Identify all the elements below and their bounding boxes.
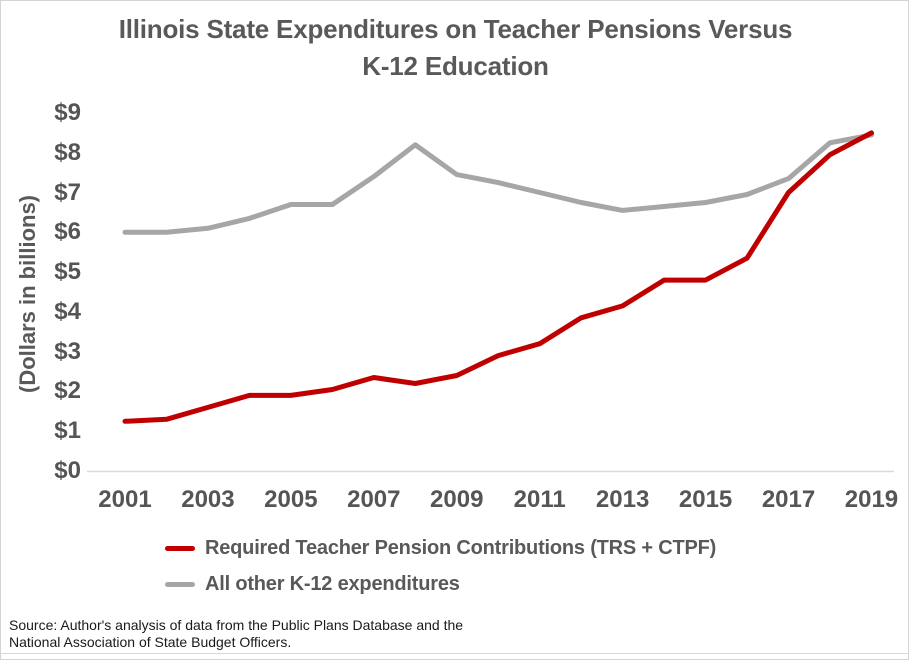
x-tick-label: 2003 [181,486,235,513]
x-tick-label: 2009 [430,486,484,513]
chart-title-line1: Illinois State Expenditures on Teacher P… [118,14,793,44]
y-tick-label: $7 [54,178,81,206]
y-tick-label: $6 [54,218,81,246]
series-line [122,130,874,424]
y-tick-label: $2 [54,377,81,405]
pension-line-swatch [165,545,195,551]
x-tick-label: 2007 [347,486,401,513]
x-tick-label: 2005 [264,486,318,513]
legend-label-pension: Required Teacher Pension Contributions (… [205,536,717,559]
series-line [122,132,874,235]
y-tick-label: $5 [54,258,81,286]
legend-item-pension: Required Teacher Pension Contributions (… [165,534,716,562]
y-tick-label: $8 [54,138,81,166]
y-tick-label: $0 [54,457,81,484]
x-tick-label: 2013 [595,486,650,513]
source-note-line2: National Association of State Budget Off… [9,634,292,650]
k12-line-swatch [165,581,195,587]
y-tick-label: $4 [54,297,81,325]
y-tick-label: $9 [54,98,81,126]
x-tick-label: 2015 [678,486,733,513]
chart-title: Illinois State Expenditures on Teacher P… [1,11,908,85]
footer-divider [1,653,908,654]
x-tick-label: 2011 [513,486,566,513]
y-tick-label: $3 [54,337,81,365]
chart-title-line2: K-12 Education [362,51,549,81]
x-tick-label: 2001 [98,486,152,513]
x-tick-label: 2017 [761,486,816,513]
y-tick-label: $1 [54,417,81,445]
source-note-line1: Source: Author's analysis of data from t… [9,617,464,633]
legend-label-k12: All other K-12 expenditures [205,572,460,595]
source-note: Source: Author's analysis of data from t… [9,617,609,651]
legend-item-k12: All other K-12 expenditures [165,570,460,598]
x-tick-label: 2019 [844,486,899,513]
